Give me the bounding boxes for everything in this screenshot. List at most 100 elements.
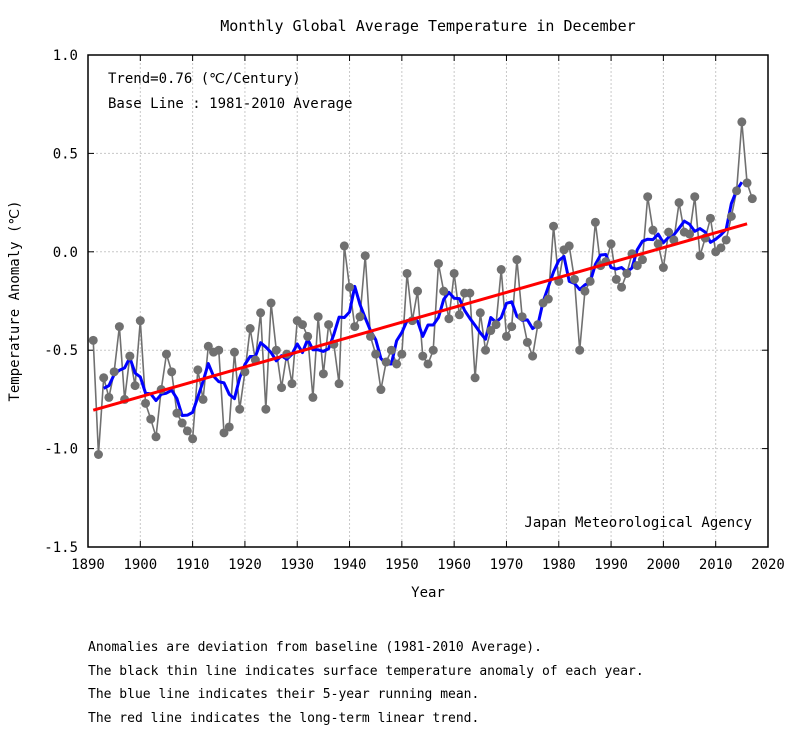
data-point [575, 345, 585, 355]
data-point [611, 274, 621, 284]
data-point [177, 418, 187, 428]
data-point [580, 286, 590, 296]
data-point [245, 324, 255, 334]
data-point [345, 282, 355, 292]
baseline-annotation: Base Line : 1981-2010 Average [108, 96, 352, 112]
data-point [564, 241, 574, 251]
x-tick-label: 2010 [699, 557, 733, 573]
data-point [303, 331, 313, 341]
data-point [606, 239, 616, 249]
data-point [324, 320, 334, 330]
data-point [590, 217, 600, 227]
x-tick-label: 1980 [542, 557, 576, 573]
data-point [737, 117, 747, 127]
data-point [454, 310, 464, 320]
data-point [360, 251, 370, 261]
data-point [135, 316, 145, 326]
data-point [182, 426, 192, 436]
y-tick-label: 0.0 [53, 245, 78, 261]
data-point [496, 265, 506, 275]
data-point [664, 227, 674, 237]
x-axis-label: Year [411, 585, 445, 601]
data-point [470, 373, 480, 383]
data-point [350, 322, 360, 332]
data-point [224, 422, 234, 432]
data-point [721, 235, 731, 245]
data-point [643, 192, 653, 202]
temperature-chart: Monthly Global Average Temperature in De… [7, 17, 785, 601]
data-point [512, 255, 522, 265]
data-point [365, 331, 375, 341]
data-point [146, 414, 156, 424]
data-point [193, 365, 203, 375]
x-tick-label: 1910 [176, 557, 210, 573]
data-point [486, 326, 496, 336]
note-black-line: The black thin line indicates surface te… [88, 663, 644, 679]
data-point [690, 192, 700, 202]
data-point [93, 450, 103, 460]
trend-line [92, 222, 748, 412]
y-tick-label: -0.5 [44, 343, 78, 359]
data-point [465, 288, 475, 298]
x-tick-label: 1930 [280, 557, 314, 573]
data-point [214, 345, 224, 355]
data-point [617, 282, 627, 292]
data-point [747, 194, 757, 204]
data-point [318, 369, 328, 379]
trend-annotation: Trend=0.76 (℃/Century) [108, 71, 301, 87]
data-point [585, 276, 595, 286]
data-point [397, 349, 407, 359]
data-point [726, 211, 736, 221]
note-blue-line: The blue line indicates their 5-year run… [88, 687, 480, 702]
data-point [653, 239, 663, 249]
data-point [439, 286, 449, 296]
x-tick-label: 1970 [490, 557, 524, 573]
data-point [705, 213, 715, 223]
data-point [695, 251, 705, 261]
x-tick-label: 2000 [647, 557, 681, 573]
y-axis-label: Temperature Anomaly (℃) [7, 200, 23, 401]
data-point [229, 347, 239, 357]
data-point [392, 359, 402, 369]
data-point [549, 221, 559, 231]
data-point [313, 312, 323, 322]
data-point [88, 335, 98, 345]
x-tick-label: 1940 [333, 557, 367, 573]
data-point [501, 331, 511, 341]
data-point [109, 367, 119, 377]
data-point [271, 345, 281, 355]
data-point [402, 268, 412, 278]
data-point [141, 398, 151, 408]
data-point [481, 345, 491, 355]
annual-anomaly-line [92, 121, 754, 455]
data-point [742, 178, 752, 188]
data-point [355, 312, 365, 322]
data-point [125, 351, 135, 361]
x-tick-label: 2020 [751, 557, 785, 573]
x-tick-label: 1900 [123, 557, 157, 573]
chart-title: Monthly Global Average Temperature in De… [220, 17, 635, 35]
data-point [669, 235, 679, 245]
y-tick-label: 1.0 [53, 48, 78, 64]
data-point [130, 381, 140, 391]
data-point [716, 243, 726, 253]
data-point [297, 320, 307, 330]
data-point [449, 268, 459, 278]
data-point [507, 322, 517, 332]
plot-frame [87, 54, 769, 548]
data-point [240, 367, 250, 377]
data-point [151, 432, 161, 442]
data-point [308, 392, 318, 402]
data-point [188, 434, 198, 444]
data-point [172, 408, 182, 418]
data-point [674, 198, 684, 208]
x-tick-label: 1960 [437, 557, 471, 573]
data-point [491, 320, 501, 330]
data-point [235, 404, 245, 414]
y-tick-label: 0.5 [53, 146, 78, 162]
data-point [658, 263, 668, 273]
note-red-line: The red line indicates the long-term lin… [88, 710, 480, 726]
axis-ticks: 1890 1900 1910 1920 1930 1940 1950 1960 1970 1980… [44, 48, 785, 573]
data-point [104, 392, 114, 402]
data-point [203, 341, 213, 351]
